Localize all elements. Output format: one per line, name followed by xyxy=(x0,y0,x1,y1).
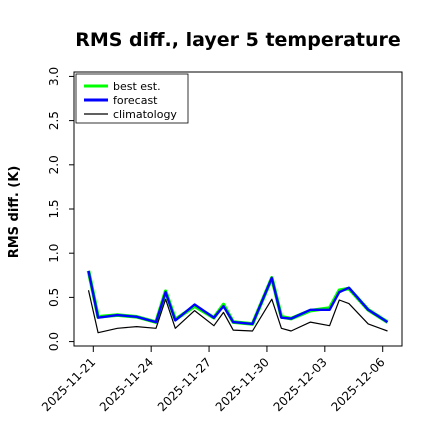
legend-label-best-est: best est. xyxy=(113,80,161,93)
y-axis-label: RMS diff. (K) xyxy=(7,166,22,259)
series-lines xyxy=(86,270,389,334)
legend-label-forecast: forecast xyxy=(113,94,158,107)
legend-label-climatology: climatology xyxy=(113,108,177,121)
y-tick-label: 2.5 xyxy=(47,111,61,130)
series-line-forecast xyxy=(87,270,389,326)
x-tick-label: 2025-12-06 xyxy=(328,355,387,414)
x-tick-label: 2025-11-27 xyxy=(155,355,214,414)
y-tick-label: 1.0 xyxy=(47,244,61,263)
x-tick-label: 2025-11-30 xyxy=(213,355,272,414)
y-tick-label: 0.5 xyxy=(47,288,61,307)
chart-title: RMS diff., layer 5 temperature xyxy=(75,29,401,51)
y-tick-label: 3.0 xyxy=(47,67,61,86)
y-axis: 0.0 0.5 1.0 1.5 2.0 2.5 3.0 xyxy=(47,67,74,351)
x-axis: 2025-11-212025-11-242025-11-272025-11-30… xyxy=(39,346,388,414)
y-tick-label: 0.0 xyxy=(47,332,61,351)
legend: best est. forecast climatology xyxy=(75,73,189,124)
y-tick-label: 2.0 xyxy=(47,155,61,174)
y-tick-label: 1.5 xyxy=(47,199,61,218)
x-tick-label: 2025-11-24 xyxy=(97,355,156,414)
series-line-climatology xyxy=(87,290,388,334)
x-tick-label: 2025-12-03 xyxy=(271,355,330,414)
x-tick-label: 2025-11-21 xyxy=(39,355,98,414)
